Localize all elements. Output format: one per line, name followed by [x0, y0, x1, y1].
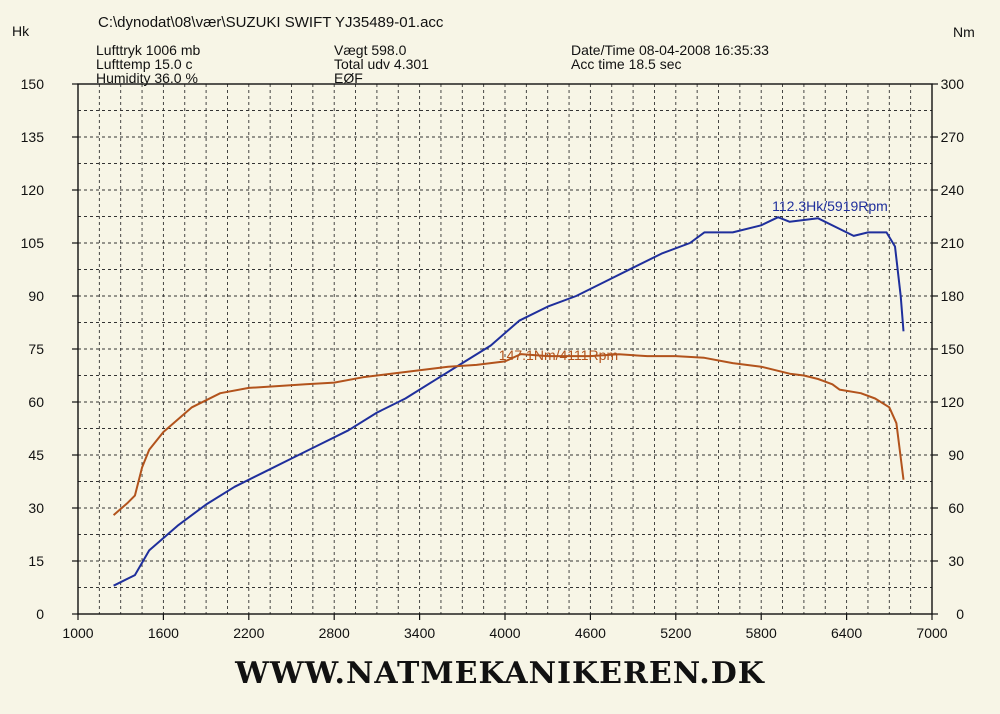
x-tick-label: 1600 [148, 625, 179, 641]
right-tick-label: 120 [941, 394, 965, 410]
website-footer: WWW.NATMEKANIKEREN.DK [235, 656, 765, 691]
torque-curve [112, 353, 905, 516]
right-tick-label: 300 [941, 76, 965, 92]
x-tick-label: 4600 [575, 625, 606, 641]
left-tick-label: 15 [28, 553, 44, 569]
left-tick-label: 75 [28, 341, 44, 357]
left-axis-unit: Hk [12, 23, 30, 39]
x-tick-label: 5800 [746, 625, 777, 641]
air-temperature: Lufttemp 15.0 c [96, 56, 193, 72]
right-tick-label: 270 [941, 129, 965, 145]
left-tick-label: 105 [21, 235, 45, 251]
power-peak-annotation: 112.3Hk/5919Rpm [772, 198, 888, 214]
left-tick-labels: 0 15 30 45 60 75 90 105 120 135 150 [21, 76, 45, 622]
total-ratio: Total udv 4.301 [334, 56, 429, 72]
x-tick-label: 1000 [62, 625, 93, 641]
file-path: C:\dynodat\08\vær\SUZUKI SWIFT YJ35489-0… [98, 14, 444, 31]
weight: Vægt 598.0 [334, 42, 407, 58]
x-tick-label: 7000 [916, 625, 947, 641]
left-tick-label: 135 [21, 129, 45, 145]
left-tick-label: 0 [36, 606, 44, 622]
x-tick-labels: 1000 1600 2200 2800 3400 4000 4600 5200 5800 6400… [62, 625, 947, 641]
chart-annotations: 112.3Hk/5919Rpm 147.1Nm/4111Rpm [499, 198, 888, 363]
right-tick-label: 60 [948, 500, 964, 516]
left-tick-label: 45 [28, 447, 44, 463]
air-pressure: Lufttryk 1006 mb [96, 42, 201, 58]
date-time: Date/Time 08-04-2008 16:35:33 [571, 42, 769, 58]
chart-axes [72, 83, 938, 620]
right-tick-labels: 0 30 60 90 120 150 180 210 240 270 300 [941, 76, 965, 622]
right-axis-unit: Nm [953, 24, 975, 40]
humidity: Humidity 36.0 % [96, 70, 198, 86]
x-tick-label: 2800 [319, 625, 350, 641]
right-tick-label: 180 [941, 288, 965, 304]
right-tick-label: 150 [941, 341, 965, 357]
left-tick-label: 150 [21, 76, 45, 92]
torque-peak-annotation: 147.1Nm/4111Rpm [499, 347, 618, 363]
x-tick-label: 2200 [233, 625, 264, 641]
series-lines [112, 216, 905, 587]
right-tick-label: 210 [941, 235, 965, 251]
acc-time: Acc time 18.5 sec [571, 56, 682, 72]
x-tick-label: 5200 [660, 625, 691, 641]
right-tick-label: 30 [948, 553, 964, 569]
x-tick-label: 6400 [831, 625, 862, 641]
left-tick-label: 60 [28, 394, 44, 410]
x-tick-label: 3400 [404, 625, 435, 641]
left-tick-label: 120 [21, 182, 45, 198]
eof-label: EØF [334, 70, 363, 86]
power-curve [113, 216, 905, 587]
x-tick-label: 4000 [489, 625, 520, 641]
right-tick-label: 240 [941, 182, 965, 198]
left-tick-label: 30 [28, 500, 44, 516]
left-tick-label: 90 [28, 288, 44, 304]
right-tick-label: 0 [956, 606, 964, 622]
right-tick-label: 90 [948, 447, 964, 463]
